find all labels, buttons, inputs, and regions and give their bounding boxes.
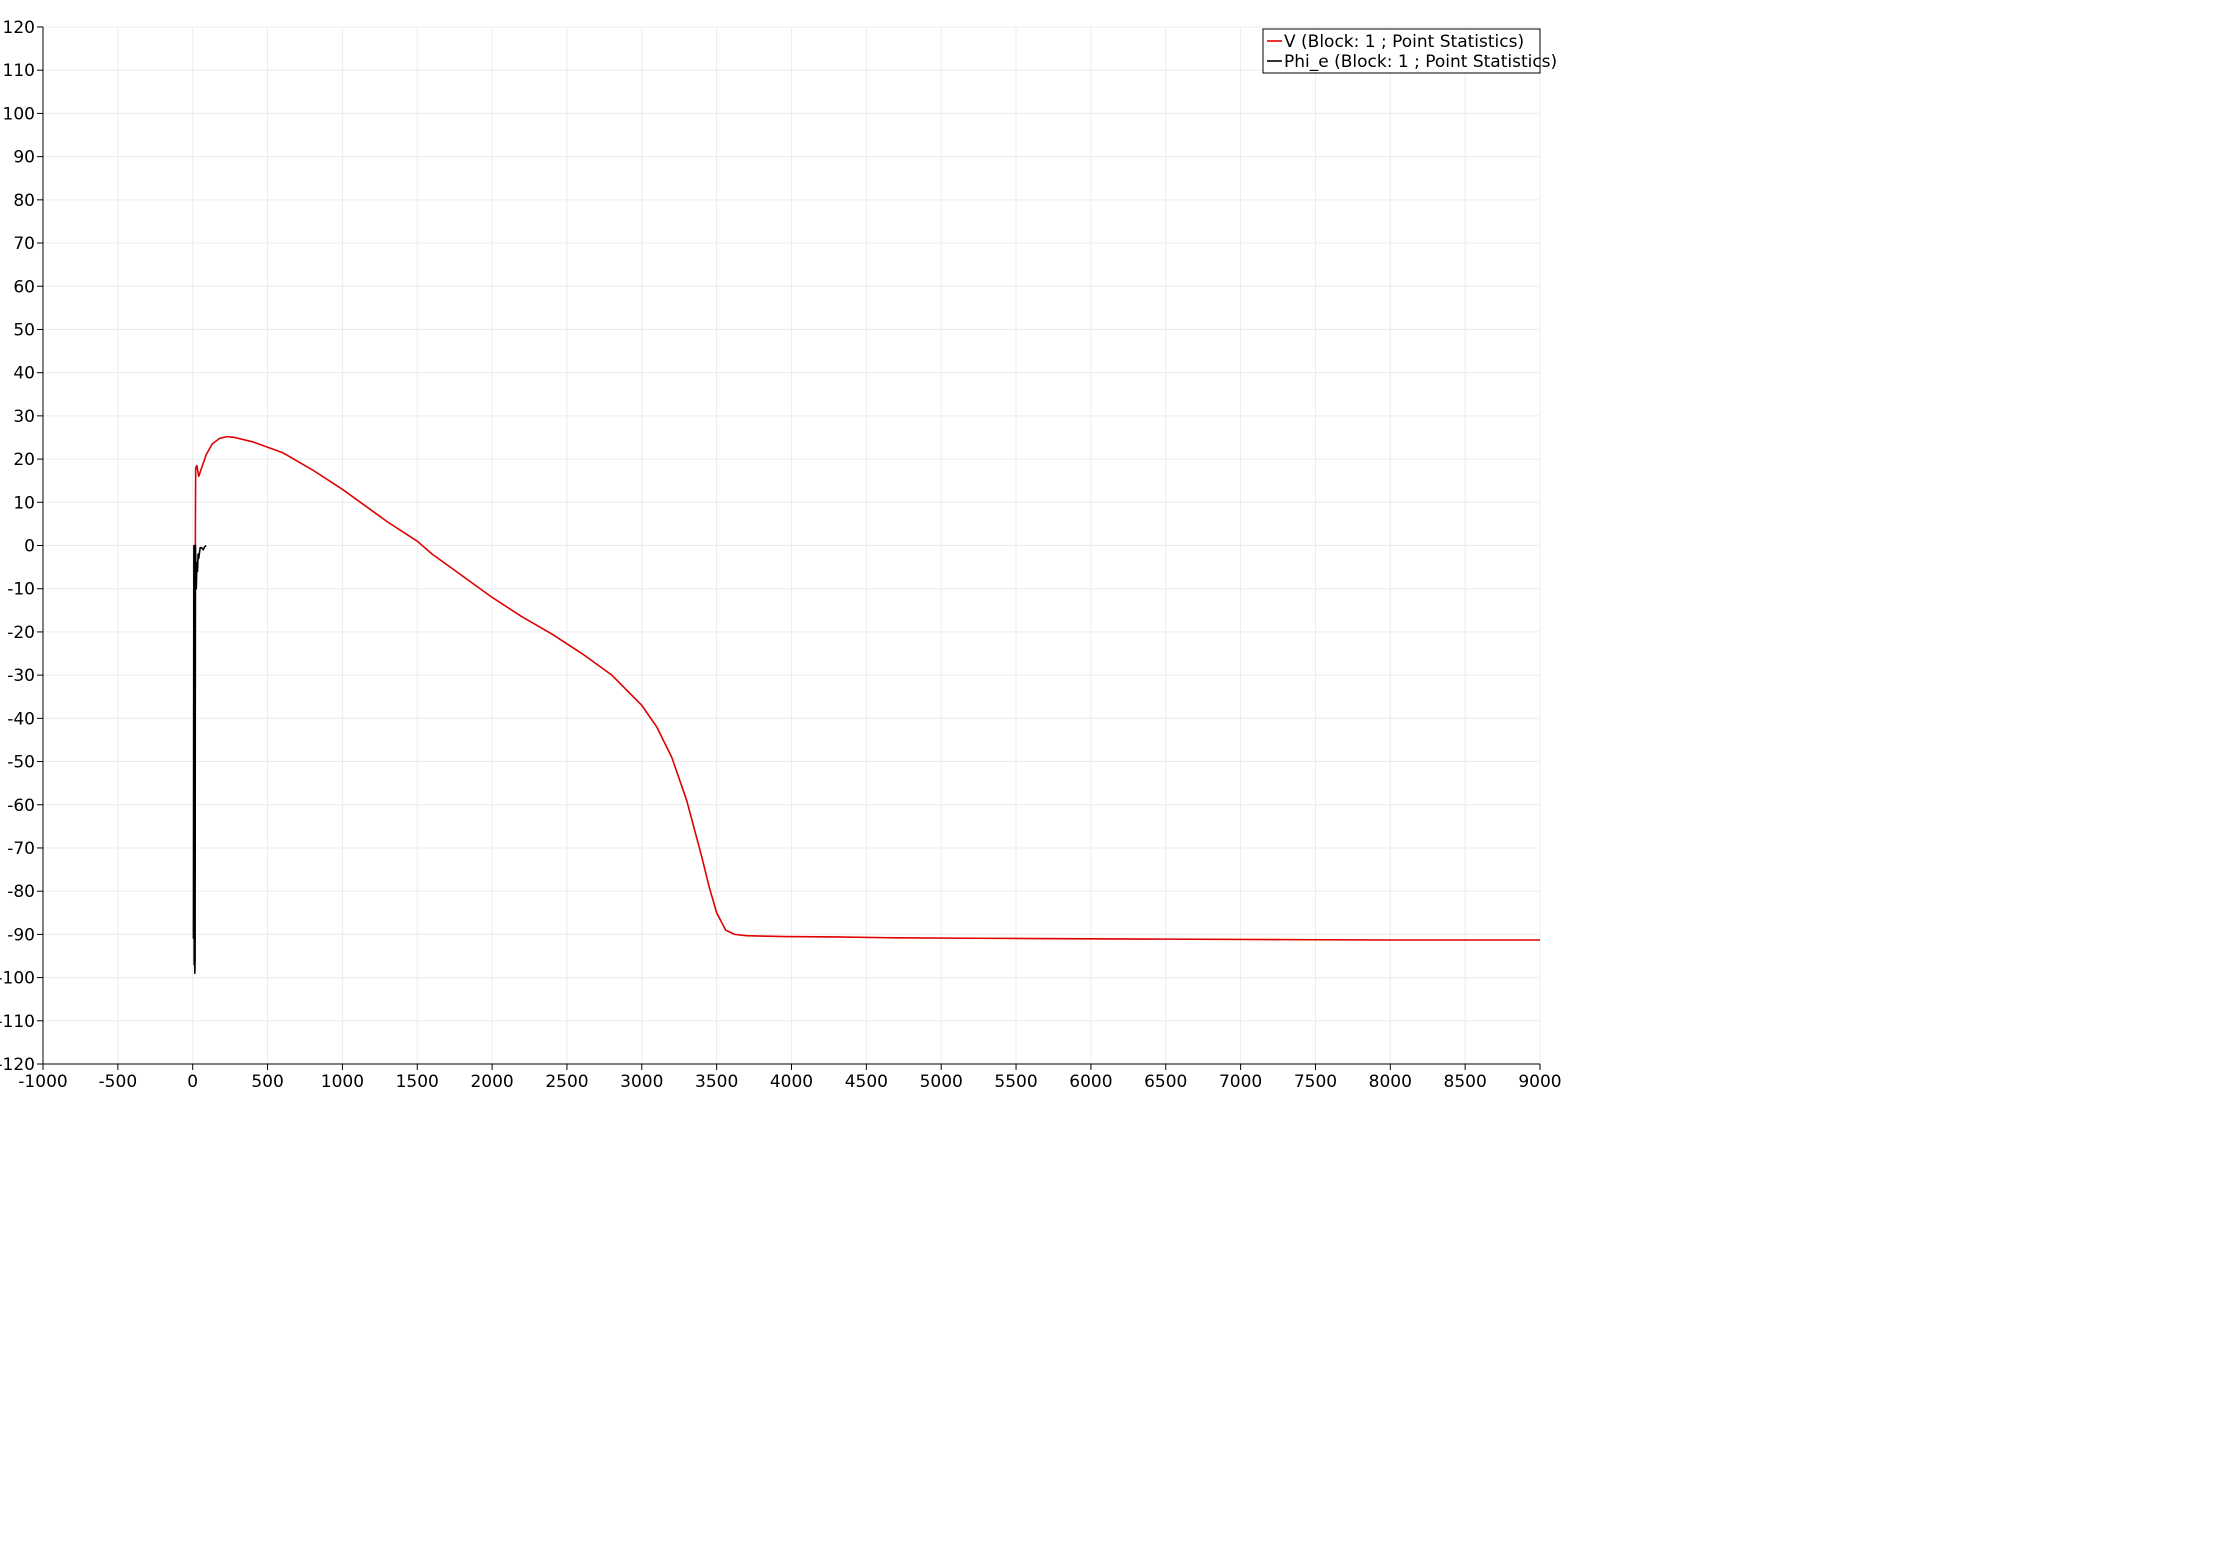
y-tick-label: 50 (13, 320, 35, 340)
series-lines (192, 435, 1540, 975)
y-tick-label: 120 (3, 18, 35, 38)
x-tick-label: 7000 (1219, 1072, 1262, 1092)
series-line-0 (193, 435, 1540, 941)
y-tick-label: -110 (0, 1012, 35, 1032)
y-tick-label: -30 (7, 666, 35, 686)
x-tick-label: 4000 (770, 1072, 813, 1092)
x-tick-label: 500 (251, 1072, 283, 1092)
y-tick-label: -20 (7, 623, 35, 643)
y-tick-label: -120 (0, 1055, 35, 1075)
y-tick-label: -60 (7, 796, 35, 816)
y-tick-label: -70 (7, 839, 35, 859)
x-tick-label: 1500 (396, 1072, 439, 1092)
y-tick-label: 100 (3, 104, 35, 124)
line-chart: -1000 -500 0 500 1000 1500 2000 2500 3000 3500 400… (0, 18, 1562, 1092)
y-tick-label: -50 (7, 753, 35, 773)
y-tick-label: -90 (7, 925, 35, 945)
x-tick-label: 8500 (1444, 1072, 1487, 1092)
y-tick-label: 80 (13, 191, 35, 211)
axes: -1000 -500 0 500 1000 1500 2000 2500 3000 3500 400… (0, 18, 1562, 1092)
y-tick-label: 0 (24, 537, 35, 557)
y-tick-label: 90 (13, 148, 35, 168)
legend-label-0: V (Block: 1 ; Point Statistics) (1284, 32, 1524, 52)
x-tick-label: 2500 (545, 1072, 588, 1092)
x-tick-label: 5500 (994, 1072, 1037, 1092)
legend-box (1262, 28, 1541, 74)
series-line-1 (192, 544, 207, 975)
x-tick-label: 3500 (695, 1072, 738, 1092)
x-tick-label: 1000 (321, 1072, 364, 1092)
y-tick-label: 20 (13, 450, 35, 470)
x-tick-label: -1000 (18, 1072, 67, 1092)
y-tick-label: 30 (13, 407, 35, 427)
x-tick-label: 0 (187, 1072, 198, 1092)
x-tick-label: 4500 (845, 1072, 888, 1092)
y-tick-label: 40 (13, 364, 35, 384)
legend-label-1: Phi_e (Block: 1 ; Point Statistics) (1284, 52, 1557, 72)
x-tick-label: 5000 (920, 1072, 963, 1092)
x-tick-label: 6000 (1069, 1072, 1112, 1092)
y-tick-label: -40 (7, 709, 35, 729)
y-tick-label: -80 (7, 882, 35, 902)
x-tick-label: 8000 (1369, 1072, 1412, 1092)
y-tick-label: 110 (3, 61, 35, 81)
x-tick-label: 3000 (620, 1072, 663, 1092)
x-tick-label: 7500 (1294, 1072, 1337, 1092)
y-tick-label: -100 (0, 969, 35, 989)
y-tick-label: -10 (7, 580, 35, 600)
y-tick-label: 10 (13, 493, 35, 513)
legend: V (Block: 1 ; Point Statistics)Phi_e (Bl… (1262, 28, 1557, 74)
x-tick-label: -500 (99, 1072, 138, 1092)
y-tick-label: 60 (13, 277, 35, 297)
y-tick-label: 70 (13, 234, 35, 254)
x-tick-label: 2000 (470, 1072, 513, 1092)
grid-lines (42, 26, 1541, 1065)
x-tick-label: 6500 (1144, 1072, 1187, 1092)
x-tick-label: 9000 (1518, 1072, 1561, 1092)
